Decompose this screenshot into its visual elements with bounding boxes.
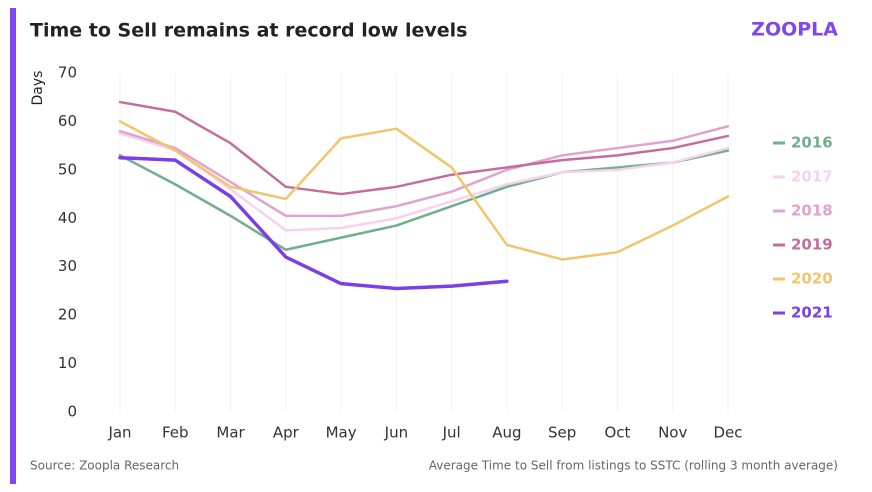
source: Source: Zoopla Research [30,459,179,473]
x-tick-label: Nov [658,424,687,442]
x-tick-label: May [326,424,357,442]
y-tick-label: 20 [58,306,77,324]
note: Average Time to Sell from listings to SS… [429,459,838,473]
chart-title: Time to Sell remains at record low level… [30,20,467,42]
legend-label: 2018 [791,202,833,220]
legend-label: 2020 [791,270,833,288]
line [118,156,509,291]
x-tick-label: Apr [273,424,300,442]
x-tick-label: Jan [107,424,131,442]
x-tick-label: Aug [492,424,521,442]
y-tick-label: 50 [58,160,77,178]
y-tick-label: 40 [58,209,77,227]
y-tick-label: 30 [58,257,77,275]
y-tick-label: 60 [58,112,77,130]
x-tick-label: Sep [548,424,576,442]
logo: ZOOPLA [751,19,838,41]
legend-label: 2021 [791,304,833,322]
y-axis-label: Days [30,71,46,106]
x-tick-label: Feb [162,424,189,442]
y-tick-label: 10 [58,354,77,372]
accent-bar [10,8,16,484]
line [118,100,730,196]
legend-label: 2019 [791,236,833,254]
x-tick-label: Jul [442,424,461,442]
legend-label: 2016 [791,134,833,152]
line [118,132,730,232]
x-tick-label: Oct [604,424,630,442]
y-tick-label: 70 [58,64,77,82]
line [118,149,730,252]
x-tick-label: Mar [216,424,245,442]
legend-label: 2017 [791,168,833,186]
line [118,120,730,261]
line [118,125,730,218]
x-tick-label: Jun [384,424,408,442]
x-tick-label: Dec [713,424,742,442]
y-tick-label: 0 [67,403,77,421]
